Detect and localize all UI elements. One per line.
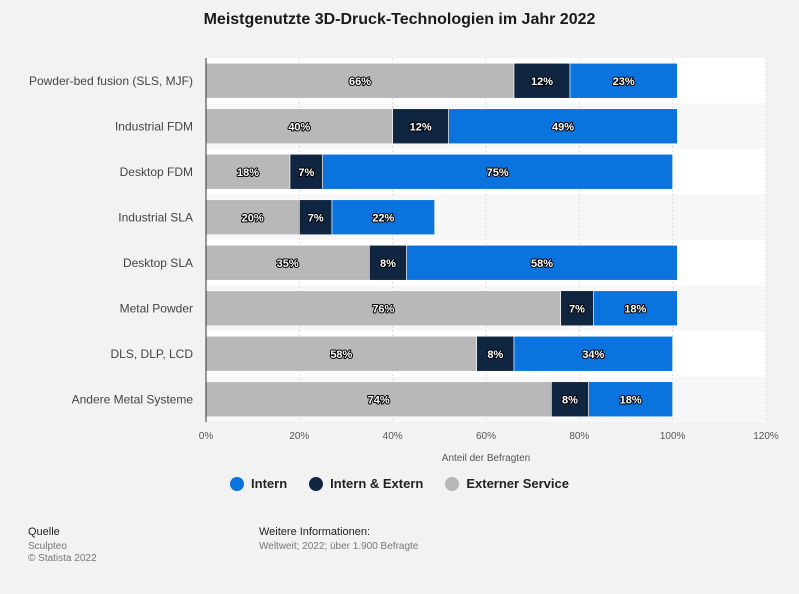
source-name[interactable]: Sculpteo bbox=[28, 541, 67, 552]
data-label: 34% bbox=[582, 349, 604, 361]
data-label: 23% bbox=[613, 76, 635, 88]
legend-label: Intern & Extern bbox=[330, 476, 424, 491]
data-label: 12% bbox=[531, 76, 553, 88]
x-tick-label: 60% bbox=[476, 431, 496, 442]
data-label: 76% bbox=[372, 303, 394, 315]
chart: Meistgenutzte 3D-Druck-Technologien im J… bbox=[29, 11, 779, 464]
data-label: 75% bbox=[487, 167, 509, 179]
legend-item[interactable]: Externer Service bbox=[445, 476, 569, 491]
category-labels: Powder-bed fusion (SLS, MJF) Industrial F… bbox=[29, 74, 193, 407]
x-tick-label: 20% bbox=[289, 431, 309, 442]
bar-segment[interactable] bbox=[369, 244, 407, 281]
bar-segment[interactable] bbox=[448, 108, 678, 145]
data-label: 40% bbox=[288, 121, 310, 133]
bar-segment[interactable] bbox=[513, 62, 571, 99]
bar-segment[interactable] bbox=[569, 62, 678, 99]
data-label: 35% bbox=[277, 258, 299, 270]
info-text: Weltweit; 2022; über 1.900 Befragte bbox=[259, 541, 419, 552]
legend-label: Externer Service bbox=[466, 476, 569, 491]
bar-segment[interactable] bbox=[299, 199, 333, 236]
bar-segment[interactable] bbox=[205, 153, 291, 190]
bar-segment[interactable] bbox=[205, 108, 393, 145]
x-tick-label: 40% bbox=[383, 431, 403, 442]
bar-segment[interactable] bbox=[588, 381, 673, 418]
data-label: 58% bbox=[330, 349, 352, 361]
legend-swatch bbox=[309, 476, 324, 491]
x-tick-label: 80% bbox=[569, 431, 589, 442]
category-label: Metal Powder bbox=[120, 301, 193, 315]
info-heading[interactable]: Weitere Informationen: bbox=[259, 526, 371, 538]
copyright: © Statista 2022 bbox=[28, 553, 97, 564]
legend-swatch bbox=[230, 476, 245, 491]
data-label: 7% bbox=[569, 303, 585, 315]
bar-segment[interactable] bbox=[289, 153, 323, 190]
category-label: Powder-bed fusion (SLS, MJF) bbox=[29, 74, 193, 88]
legend-item[interactable]: Intern & Extern bbox=[309, 476, 423, 491]
data-label: 74% bbox=[368, 394, 390, 406]
category-label: DLS, DLP, LCD bbox=[111, 347, 194, 361]
category-label: Industrial SLA bbox=[118, 210, 193, 224]
bars bbox=[205, 62, 678, 418]
data-label: 7% bbox=[298, 167, 314, 179]
value-labels: 66% 12% 23% 40% 12% 49% 18% 7% 75% 20% 7% 22% 35% 8% 5… bbox=[236, 75, 648, 408]
chart-title: Meistgenutzte 3D-Druck-Technologien im J… bbox=[204, 11, 596, 28]
category-label: Industrial FDM bbox=[115, 119, 193, 133]
x-tick-label: 120% bbox=[753, 431, 779, 442]
bar-segment[interactable] bbox=[322, 153, 673, 190]
data-label: 12% bbox=[410, 121, 432, 133]
legend-item[interactable]: Intern bbox=[230, 476, 287, 491]
info-block: Weitere Informationen: Weltweit; 2022; ü… bbox=[259, 526, 418, 552]
data-label: 20% bbox=[242, 212, 264, 224]
data-label: 8% bbox=[487, 349, 503, 361]
data-label: 18% bbox=[620, 394, 642, 406]
x-axis-title: Anteil der Befragten bbox=[442, 453, 530, 464]
bar-segment[interactable] bbox=[593, 290, 678, 327]
x-tick-label: 0% bbox=[199, 431, 214, 442]
bar-segment[interactable] bbox=[513, 335, 673, 372]
data-label: 7% bbox=[308, 212, 324, 224]
bar-segment[interactable] bbox=[205, 290, 561, 327]
bar-segment[interactable] bbox=[560, 290, 594, 327]
bar-segment[interactable] bbox=[392, 108, 449, 145]
data-label: 66% bbox=[349, 76, 371, 88]
x-tick-labels: 0% 20% 40% 60% 80% 100% 120% bbox=[199, 431, 779, 442]
bar-segment[interactable] bbox=[406, 244, 678, 281]
x-tick-label: 100% bbox=[660, 431, 686, 442]
data-label: 8% bbox=[562, 394, 578, 406]
source-heading: Quelle bbox=[28, 526, 60, 538]
data-label: 22% bbox=[372, 212, 394, 224]
data-label: 18% bbox=[237, 167, 259, 179]
legend: Intern Intern & Extern Externer Service bbox=[0, 476, 799, 491]
data-label: 58% bbox=[531, 258, 553, 270]
data-label: 49% bbox=[552, 121, 574, 133]
legend-label: Intern bbox=[251, 476, 288, 491]
bar-segment[interactable] bbox=[205, 381, 552, 418]
category-label: Desktop FDM bbox=[120, 165, 193, 179]
legend-swatch bbox=[445, 476, 460, 491]
category-label: Andere Metal Systeme bbox=[72, 392, 194, 406]
source-block: Quelle Sculpteo © Statista 2022 bbox=[28, 526, 97, 564]
bar-segment[interactable] bbox=[205, 62, 515, 99]
category-label: Desktop SLA bbox=[123, 256, 193, 270]
bar-segment[interactable] bbox=[331, 199, 435, 236]
data-label: 18% bbox=[624, 303, 646, 315]
bar-segment[interactable] bbox=[476, 335, 515, 372]
data-label: 8% bbox=[380, 258, 396, 270]
